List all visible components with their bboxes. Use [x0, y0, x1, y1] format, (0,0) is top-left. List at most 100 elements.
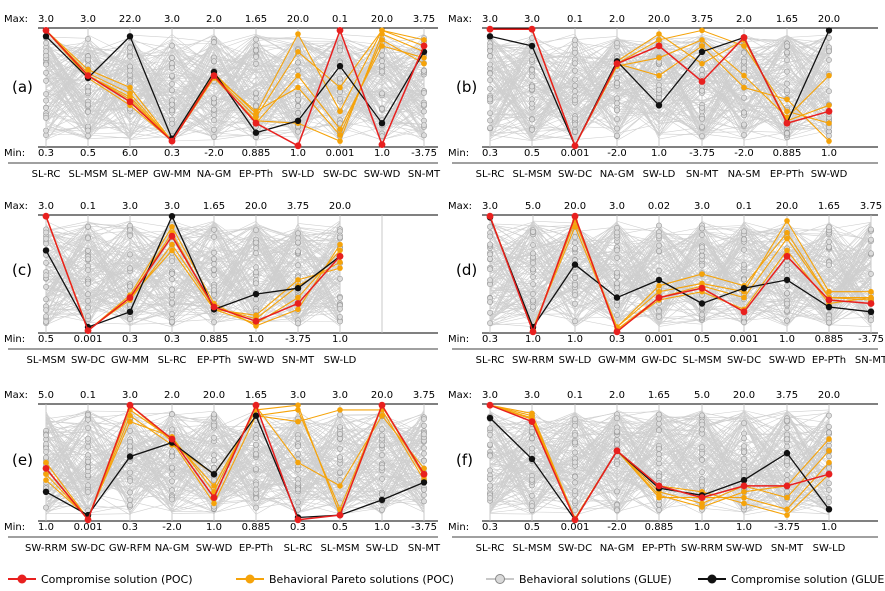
min-tick-label: 1.0	[38, 522, 54, 533]
axis-name-label: GW-MM	[598, 355, 636, 366]
glue-line	[489, 227, 872, 297]
glue-marker	[741, 455, 747, 462]
legend-item-pareto-poc: Behavioral Pareto solutions (POC)	[236, 573, 454, 586]
min-tick-label: 1.0	[651, 148, 667, 159]
max-tick-label: 3.0	[164, 14, 180, 25]
glue-marker	[784, 282, 790, 289]
glue-marker	[43, 77, 49, 84]
glue-marker	[337, 294, 343, 301]
axis-name-label: EP-PTh	[239, 543, 273, 554]
pareto-point	[784, 96, 790, 103]
chart-panel-b: (b) Max: Min: 3.0 0.3 SL-RC 3.0 0.5 SL-MSM 0.1 0.0…	[448, 14, 878, 180]
glue-marker	[295, 248, 301, 255]
max-tick-label: 20.0	[371, 14, 393, 25]
glue-marker	[295, 466, 301, 473]
glue-marker	[826, 35, 832, 41]
glue-line	[45, 430, 425, 500]
glue-marker	[421, 132, 427, 139]
glue-marker	[530, 266, 536, 273]
glue-marker	[127, 443, 133, 450]
pareto-point	[295, 459, 301, 466]
glue-marker	[85, 132, 91, 139]
glue-marker	[85, 267, 91, 273]
glue-marker	[211, 434, 217, 441]
glue-marker	[43, 296, 49, 303]
compromise-poc-point	[740, 34, 748, 41]
glue-line	[45, 421, 425, 516]
axis-name-label: SW-LD	[324, 355, 357, 366]
pareto-point	[337, 483, 343, 489]
pareto-line	[489, 216, 872, 330]
pareto-point	[741, 43, 747, 49]
max-tick-label: 20.0	[648, 14, 670, 25]
min-tick-label: 0.5	[38, 334, 54, 345]
glue-marker	[253, 54, 259, 60]
pareto-point	[656, 283, 662, 289]
compromise-poc-point	[825, 470, 833, 478]
pareto-point	[826, 120, 832, 126]
max-tick-label: 20.0	[818, 14, 840, 25]
glue-line	[45, 220, 341, 291]
chart-panel-a: (a) Max: Min: 3.0 0.3 SL-RC 3.0 0.5 SL-MSM 22.0 6.…	[4, 14, 441, 180]
axis-name-label: SW-RRM	[512, 355, 554, 366]
chart-panel-c: (c) Max: Min: 3.0 0.5 SL-MSM 0.1 0.001 SW-DC 3.0 0…	[4, 201, 438, 366]
compromise-poc-point	[168, 435, 176, 443]
glue-marker	[826, 319, 832, 326]
glue-marker	[85, 280, 91, 287]
glue-marker	[85, 56, 91, 63]
min-tick-label: 1.0	[736, 522, 752, 533]
glue-line	[489, 224, 872, 319]
glue-marker	[253, 495, 259, 502]
min-tick-label: 1.0	[694, 522, 710, 533]
glue-marker	[826, 423, 832, 430]
min-tick-label: 0.001	[730, 334, 759, 345]
glue-line	[489, 36, 830, 142]
glue-marker	[656, 242, 662, 249]
glue-marker	[211, 261, 217, 267]
glue-marker	[127, 232, 133, 239]
pareto-point	[699, 43, 705, 49]
glue-marker	[253, 90, 259, 96]
max-tick-label: 3.0	[524, 390, 540, 401]
pareto-line	[45, 29, 425, 142]
glue-line	[45, 225, 341, 327]
glue-marker	[572, 432, 578, 438]
glue-marker	[530, 274, 536, 280]
axis-name-label: SW-DC	[727, 355, 761, 366]
glue-line	[45, 225, 341, 320]
max-tick-label: 3.75	[776, 390, 798, 401]
axis-name-label: SL-RC	[476, 169, 505, 180]
glue-marker	[572, 449, 578, 456]
compromise-poc-point	[740, 308, 748, 316]
compromise-poc-point	[698, 284, 706, 292]
glue-marker	[43, 127, 49, 134]
glue-marker	[43, 229, 49, 236]
glue-marker	[253, 103, 259, 109]
glue-marker	[127, 44, 133, 51]
glue-line	[489, 231, 872, 310]
max-tick-label: 3.0	[332, 390, 348, 401]
min-tick-label: -3.75	[411, 522, 437, 533]
gray-circle-icon	[486, 574, 514, 584]
compromise-glue-point	[740, 285, 748, 292]
glue-marker	[572, 97, 578, 104]
glue-marker	[784, 43, 790, 50]
glue-marker	[529, 126, 535, 133]
glue-line	[489, 224, 872, 319]
min-tick-label: -2.0	[734, 148, 754, 159]
glue-marker	[826, 132, 832, 139]
glue-marker	[127, 251, 133, 258]
pareto-point	[337, 259, 343, 266]
glue-marker	[169, 276, 175, 283]
glue-marker	[43, 240, 49, 247]
glue-marker	[826, 429, 832, 436]
glue-line	[45, 36, 425, 139]
glue-marker	[487, 223, 493, 230]
pareto-point	[169, 247, 175, 254]
glue-marker	[253, 426, 259, 433]
glue-marker	[741, 58, 747, 65]
glue-line	[45, 232, 341, 327]
min-tick-label: -2.0	[204, 148, 224, 159]
glue-marker	[699, 104, 705, 111]
pareto-point	[43, 459, 49, 466]
